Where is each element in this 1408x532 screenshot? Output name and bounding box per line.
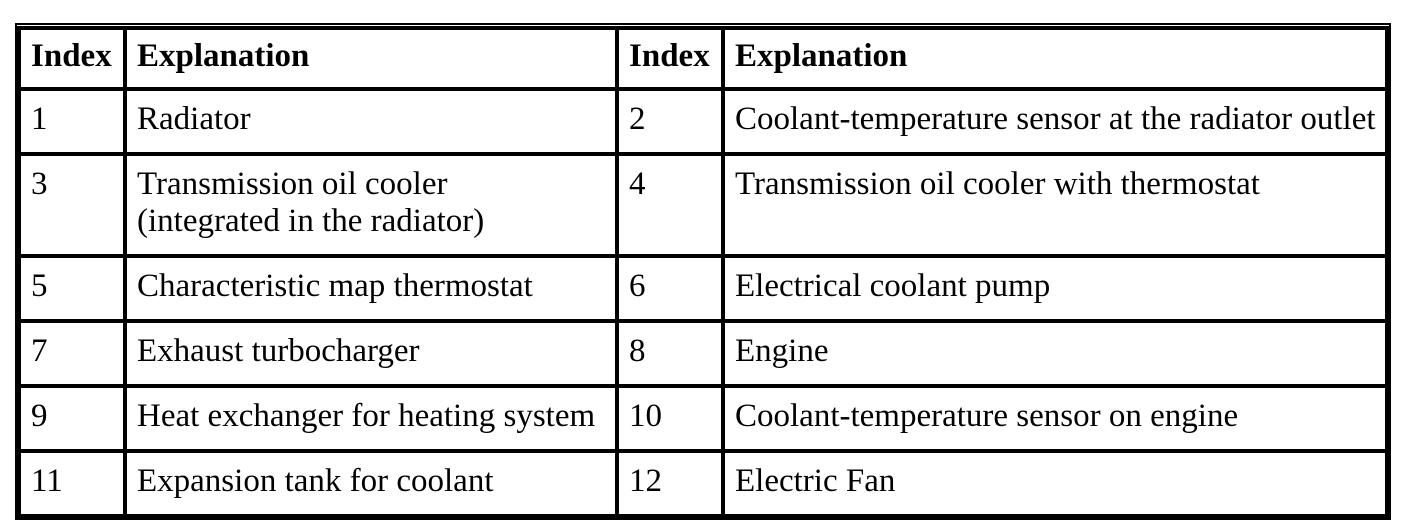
- table-row: 7 Exhaust turbocharger 8 Engine: [17, 319, 1389, 388]
- explanation-cell: Radiator: [123, 87, 619, 156]
- index-cell: 3: [17, 152, 127, 258]
- explanation-cell: Coolant-temperature sensor on engine: [721, 384, 1389, 453]
- index-cell: 5: [17, 254, 127, 323]
- column-header-explanation-right: Explanation: [721, 26, 1389, 91]
- index-cell: 8: [615, 319, 725, 388]
- explanation-cell: Heat exchanger for heating system: [123, 384, 619, 453]
- column-header-explanation-left: Explanation: [123, 26, 619, 91]
- index-cell: 1: [17, 87, 127, 156]
- index-cell: 2: [615, 87, 725, 156]
- explanation-cell: Characteristic map thermostat: [123, 254, 619, 323]
- index-explanation-table: Index Explanation Index Explanation 1 Ra…: [17, 26, 1389, 518]
- index-cell: 12: [615, 449, 725, 518]
- column-header-index-right: Index: [615, 26, 725, 91]
- index-cell: 9: [17, 384, 127, 453]
- index-cell: 10: [615, 384, 725, 453]
- table-row: 11 Expansion tank for coolant 12 Electri…: [17, 449, 1389, 518]
- explanation-cell: Expansion tank for coolant: [123, 449, 619, 518]
- explanation-cell: Transmission oil cooler (integrated in t…: [123, 152, 619, 258]
- explanation-cell: Coolant-temperature sensor at the radiat…: [721, 87, 1389, 156]
- table-row: 5 Characteristic map thermostat 6 Electr…: [17, 254, 1389, 323]
- column-header-index-left: Index: [17, 26, 127, 91]
- explanation-cell: Electrical coolant pump: [721, 254, 1389, 323]
- index-cell: 4: [615, 152, 725, 258]
- table-row: 1 Radiator 2 Coolant-temperature sensor …: [17, 87, 1389, 156]
- table-row: 3 Transmission oil cooler (integrated in…: [17, 152, 1389, 258]
- explanation-cell: Transmission oil cooler with thermostat: [721, 152, 1389, 258]
- explanation-cell: Electric Fan: [721, 449, 1389, 518]
- index-explanation-table-frame: Index Explanation Index Explanation 1 Ra…: [15, 23, 1391, 520]
- index-cell: 6: [615, 254, 725, 323]
- table-row: 9 Heat exchanger for heating system 10 C…: [17, 384, 1389, 453]
- explanation-cell: Engine: [721, 319, 1389, 388]
- index-cell: 7: [17, 319, 127, 388]
- index-cell: 11: [17, 449, 127, 518]
- header-row: Index Explanation Index Explanation: [17, 26, 1389, 91]
- explanation-cell: Exhaust turbocharger: [123, 319, 619, 388]
